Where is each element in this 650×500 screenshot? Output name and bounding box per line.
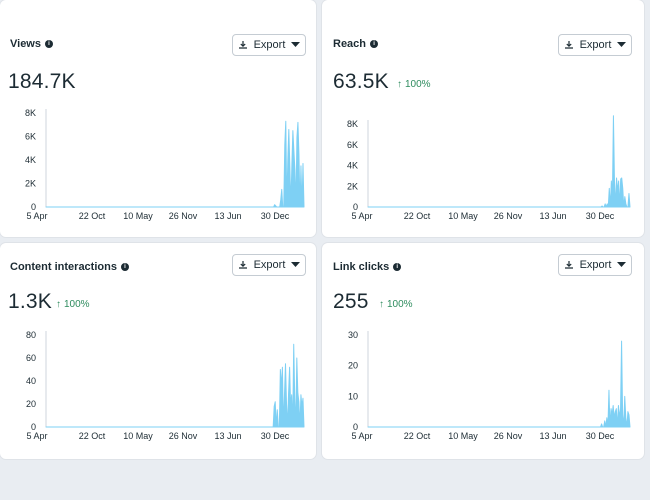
content-interactions-chart: 80 60 40 20 05 Apr 22 Oct 10 May 26 Nov 13 Jun 30… <box>26 330 305 441</box>
info-icon[interactable]: i <box>370 40 379 48</box>
x-tick-label: 13 Jun <box>539 211 566 221</box>
link-clicks-chart: 30 20 10 05 Apr 22 Oct 10 May 26 Nov 13 Jun 30 D… <box>348 330 631 441</box>
link-clicks-card: Link clicks i Export 255 ↑ 100% 30 20 10 0 5… <box>322 243 644 459</box>
x-tick-label: 13 Jun <box>214 431 241 441</box>
reach-delta: ↑ 100% <box>397 79 431 90</box>
y-tick-label: 80 <box>26 330 36 340</box>
download-icon <box>238 260 248 270</box>
chevron-down-icon <box>291 42 301 48</box>
views-chart: 8K 6K 4K 2K 05 Apr 22 Oct 10 May 26 Nov 13 Jun 30… <box>25 108 305 221</box>
x-tick-label: 22 Oct <box>79 431 106 441</box>
y-tick-label: 4K <box>347 161 358 171</box>
y-tick-label: 60 <box>26 353 36 363</box>
series-area <box>367 340 631 428</box>
x-tick-label: 10 May <box>448 211 478 221</box>
x-tick-label: 5 Apr <box>26 211 47 221</box>
y-tick-label: 40 <box>26 376 36 386</box>
series-area <box>45 343 305 428</box>
link-clicks-title: Link clicks i <box>333 261 402 273</box>
x-tick-label: 30 Dec <box>586 211 615 221</box>
chevron-down-icon <box>291 262 301 268</box>
download-icon <box>564 40 574 50</box>
chevron-down-icon <box>617 262 627 268</box>
reach-value: 63.5K <box>333 70 389 93</box>
chevron-down-icon <box>617 42 627 48</box>
link-clicks-export-button[interactable]: Export <box>558 254 632 276</box>
x-tick-label: 26 Nov <box>169 431 198 441</box>
link-clicks-delta: ↑ 100% <box>379 299 413 310</box>
x-tick-label: 5 Apr <box>26 431 47 441</box>
y-tick-label: 20 <box>348 361 358 371</box>
x-tick-label: 10 May <box>123 211 153 221</box>
y-tick-label: 0 <box>31 422 36 432</box>
y-tick-label: 30 <box>348 330 358 340</box>
x-tick-label: 5 Apr <box>351 211 372 221</box>
reach-chart: 8K 6K 4K 2K 05 Apr 22 Oct 10 May 26 Nov 13 Jun 30… <box>347 115 631 221</box>
x-tick-label: 10 May <box>448 431 478 441</box>
arrow-up-icon: ↑ <box>56 299 61 310</box>
y-tick-label: 0 <box>353 202 358 212</box>
content-interactions-value: 1.3K <box>8 290 52 313</box>
y-tick-label: 8K <box>25 108 36 118</box>
y-tick-label: 0 <box>353 422 358 432</box>
x-tick-label: 30 Dec <box>586 431 615 441</box>
series-area <box>367 115 631 208</box>
x-tick-label: 10 May <box>123 431 153 441</box>
reach-export-button[interactable]: Export <box>558 34 632 56</box>
x-tick-label: 26 Nov <box>169 211 198 221</box>
content-interactions-delta: ↑ 100% <box>56 299 90 310</box>
y-tick-label: 10 <box>348 391 358 401</box>
x-tick-label: 13 Jun <box>539 431 566 441</box>
x-tick-label: 22 Oct <box>404 211 431 221</box>
x-tick-label: 5 Apr <box>351 431 372 441</box>
y-tick-label: 6K <box>347 140 358 150</box>
views-title: Views i <box>10 38 53 50</box>
views-value: 184.7K <box>8 70 76 93</box>
info-icon[interactable]: i <box>120 263 129 271</box>
x-tick-label: 13 Jun <box>214 211 241 221</box>
arrow-up-icon: ↑ <box>397 79 402 90</box>
y-tick-label: 0 <box>31 202 36 212</box>
content-interactions-card: Content interactions i Export 1.3K ↑ 100… <box>0 243 316 459</box>
content-interactions-title: Content interactions i <box>10 261 129 273</box>
info-icon[interactable]: i <box>393 263 402 271</box>
download-icon <box>238 40 248 50</box>
reach-title: Reach i <box>333 38 379 50</box>
views-card: Views i Export 184.7K 8K 6K 4K 2K 0 5 Apr 22 O… <box>0 0 316 237</box>
y-tick-label: 6K <box>25 132 36 142</box>
x-tick-label: 26 Nov <box>494 211 523 221</box>
info-icon[interactable]: i <box>45 40 53 48</box>
x-tick-label: 22 Oct <box>79 211 106 221</box>
x-tick-label: 30 Dec <box>261 211 290 221</box>
x-tick-label: 22 Oct <box>404 431 431 441</box>
y-tick-label: 4K <box>25 155 36 165</box>
y-tick-label: 2K <box>25 179 36 189</box>
reach-card: Reach i Export 63.5K ↑ 100% 8K 6K 4K 2K 0 5 A… <box>322 0 644 237</box>
x-tick-label: 26 Nov <box>494 431 523 441</box>
arrow-up-icon: ↑ <box>379 299 384 310</box>
link-clicks-value: 255 <box>333 290 369 313</box>
y-tick-label: 2K <box>347 181 358 191</box>
series-area <box>45 120 305 208</box>
content-interactions-export-button[interactable]: Export <box>232 254 306 276</box>
x-tick-label: 30 Dec <box>261 431 290 441</box>
views-export-button[interactable]: Export <box>232 34 306 56</box>
download-icon <box>564 260 574 270</box>
y-tick-label: 20 <box>26 399 36 409</box>
y-tick-label: 8K <box>347 119 358 129</box>
